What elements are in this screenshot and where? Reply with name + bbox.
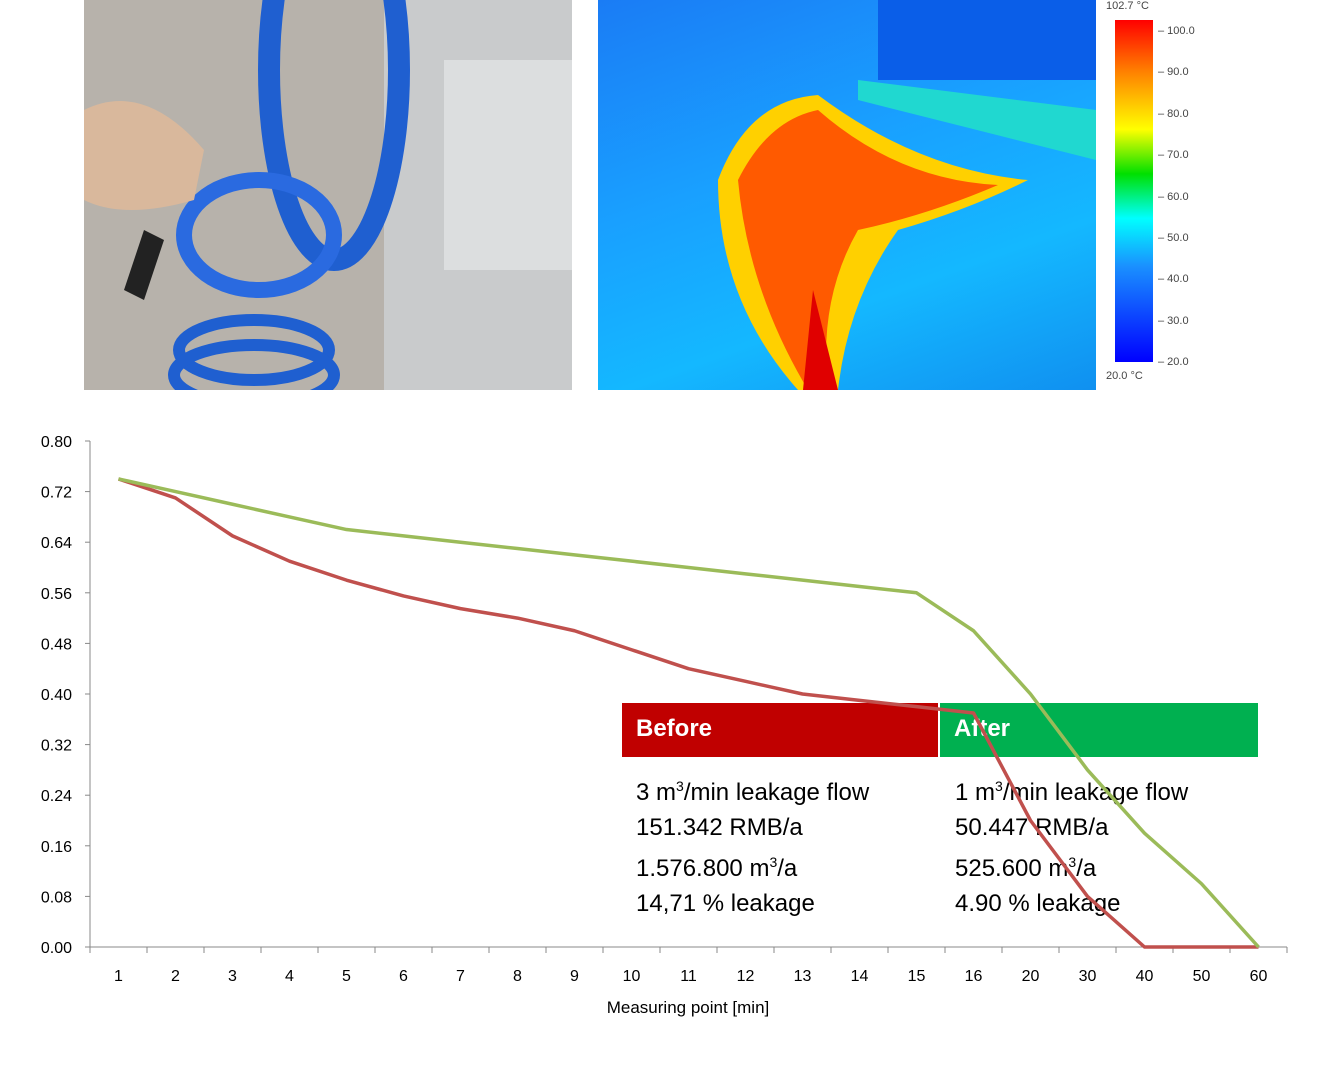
y-tick-label: 0.24 — [41, 788, 72, 805]
x-tick-label: 13 — [794, 968, 812, 985]
before-details: 3 m3/min leakage flow 151.342 RMB/a 1.576.… — [636, 769, 869, 921]
x-tick-label: 10 — [623, 968, 641, 985]
x-tick-label: 7 — [456, 968, 465, 985]
x-tick-label: 2 — [171, 968, 180, 985]
color-scale-bar — [1115, 20, 1153, 362]
y-tick-label: 0.72 — [41, 485, 72, 502]
x-tick-label: 4 — [285, 968, 294, 985]
x-tick-label: 9 — [570, 968, 579, 985]
before-header: Before — [622, 703, 938, 757]
scale-tick-label: – 100.0 — [1158, 25, 1195, 37]
legend-line: 525.600 m3/a — [955, 854, 1097, 882]
y-tick-label: 0.16 — [41, 839, 72, 856]
legend-line: 1 m3/min leakage flow — [955, 778, 1189, 806]
x-tick-label: 12 — [737, 968, 755, 985]
y-tick-label: 0.32 — [41, 738, 72, 755]
y-tick-label: 0.56 — [41, 586, 72, 603]
x-tick-label: 40 — [1136, 968, 1154, 985]
after-header: After — [940, 703, 1258, 757]
scale-max-label: 102.7 °C — [1106, 0, 1149, 12]
thermal-image — [598, 0, 1096, 390]
x-tick-label: 5 — [342, 968, 351, 985]
legend-line: 3 m3/min leakage flow — [636, 778, 870, 806]
legend-line: 50.447 RMB/a — [955, 814, 1109, 841]
scale-tick-label: – 70.0 — [1158, 149, 1189, 162]
y-tick-label: 0.48 — [41, 636, 72, 653]
y-tick-label: 0.08 — [41, 889, 72, 906]
x-tick-label: 1 — [114, 968, 123, 985]
scale-tick-label: – 90.0 — [1158, 66, 1189, 79]
scale-tick-label: – 40.0 — [1158, 273, 1189, 286]
after-details: 1 m3/min leakage flow 50.447 RMB/a 525.600… — [955, 769, 1188, 921]
photo-blue-air-hose — [84, 0, 572, 390]
scale-tick-label: – 80.0 — [1158, 107, 1189, 120]
x-tick-label: 20 — [1022, 968, 1040, 985]
temperature-scale: 102.7 °C – 100.0 – 90.0 – 80.0 – 70.0 – 60.0… — [1100, 0, 1220, 390]
x-tick-label: 30 — [1079, 968, 1097, 985]
thermal-illustration — [718, 0, 1096, 390]
legend-line: 151.342 RMB/a — [636, 814, 803, 841]
scale-tick-label: – 30.0 — [1158, 314, 1189, 327]
y-tick-label: 0.64 — [41, 535, 72, 552]
x-tick-label: 15 — [908, 968, 926, 985]
scale-tick-label: – 50.0 — [1158, 232, 1189, 244]
legend-line: 14,71 % leakage — [636, 890, 815, 917]
x-tick-label: 16 — [965, 968, 983, 985]
x-tick-label: 60 — [1250, 968, 1268, 985]
y-tick-label: 0.40 — [41, 687, 72, 704]
y-tick-label: 0.80 — [41, 434, 72, 451]
legend-line: 1.576.800 m3/a — [636, 854, 798, 882]
x-tick-label: 6 — [399, 968, 408, 985]
scale-min-label: 20.0 °C — [1106, 370, 1143, 382]
x-tick-label: 50 — [1193, 968, 1211, 985]
legend-line: 4.90 % leakage — [955, 890, 1121, 917]
x-tick-label: 14 — [851, 968, 869, 985]
x-tick-label: 8 — [513, 968, 522, 985]
x-axis-label: Measuring point [min] — [607, 998, 770, 1017]
scale-tick-label: – 20.0 — [1158, 356, 1189, 369]
x-tick-label: 11 — [680, 968, 697, 985]
scale-tick-label: – 60.0 — [1158, 190, 1189, 203]
hose-illustration — [84, 0, 572, 390]
x-tick-label: 3 — [228, 968, 237, 985]
y-tick-label: 0.00 — [41, 940, 72, 957]
